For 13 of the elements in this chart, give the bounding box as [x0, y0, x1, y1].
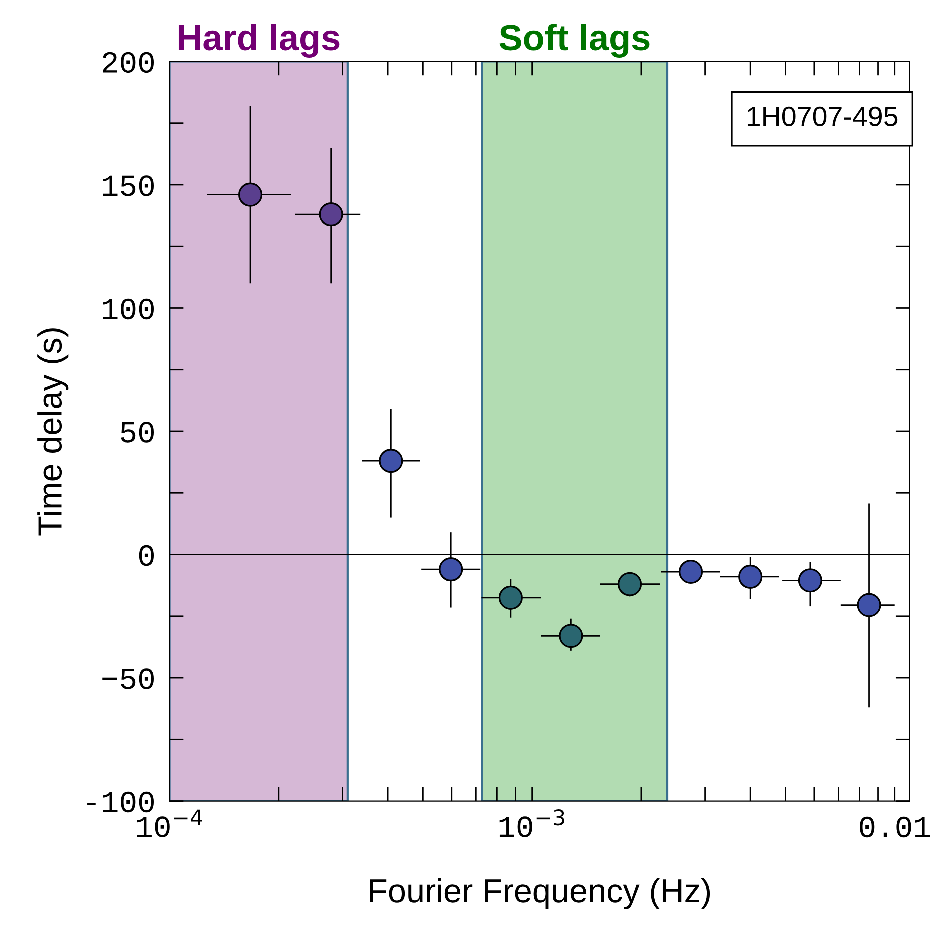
y-tick-label: 200 — [103, 52, 154, 74]
band-label: Hard lags — [178, 24, 340, 58]
y-tick-label: 150 — [103, 176, 154, 196]
x-tick-label: 10$^{−3}$ — [500, 810, 564, 838]
y-tick-label: 0 — [139, 545, 154, 566]
y-axis-title: Time delay (s) — [38, 328, 69, 536]
y-tick-label: 100 — [103, 298, 154, 320]
annotation: 1H0707-495 — [748, 106, 898, 126]
x-axis-title: Fourier Frequency (Hz) — [370, 878, 710, 910]
x-tick-label: 0.01 — [860, 816, 930, 838]
y-tick-label: −50 — [102, 668, 154, 690]
band-label: Soft lags — [500, 24, 650, 58]
y-tick-label: 50 — [121, 422, 154, 443]
